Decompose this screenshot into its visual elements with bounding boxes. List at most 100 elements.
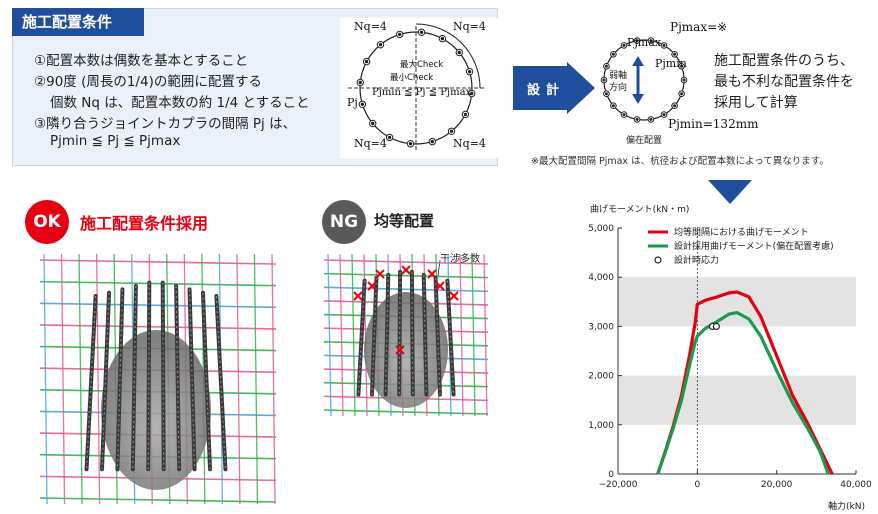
main-bar [43, 253, 48, 505]
interference-mark [375, 269, 385, 279]
coupler-mark-center [680, 92, 684, 96]
anchor-bar-thread [116, 289, 124, 470]
coupler-mark-center [440, 36, 445, 41]
hoop-bar [323, 409, 489, 415]
coupler-mark-center [673, 104, 677, 108]
pjmax-label: Pjmax [627, 36, 662, 49]
description-line-3: 採用して計算 [714, 95, 798, 111]
anchor-bar-thread [85, 296, 97, 470]
coupler-mark-center [467, 70, 472, 74]
ng-title: 均等配置 [374, 212, 435, 230]
anchor-bar-thread [175, 285, 180, 470]
design-arrow-label: 設計 [526, 83, 565, 98]
anchor-bar [200, 290, 213, 472]
anchor-bar-thread [188, 289, 196, 470]
anchor-bar [370, 275, 379, 397]
max-check-label: 最大Check [400, 60, 444, 70]
y-tick-label: 3,000 [588, 322, 614, 332]
footnote: ※最大配置間隔 Pjmax は、杭径および配置本数によって異なります。 [531, 156, 829, 167]
hoop-bar [39, 324, 277, 330]
legend-label: 均等間隔における曲げモーメント [674, 226, 809, 238]
coupler-mark-center [635, 39, 639, 43]
coupler-mark-center [398, 32, 402, 37]
anchor-bar [160, 280, 166, 472]
coupler-mark-center [387, 135, 392, 140]
chart-y-axis-label: 曲げモーメント(kN・m) [590, 205, 690, 215]
anchor-bar [421, 272, 429, 397]
coupler-mark-center [662, 43, 666, 47]
coupler-mark-center [408, 142, 413, 146]
interference-mark [353, 291, 363, 301]
anchor-bar-thread [132, 285, 137, 470]
anchor-bar [146, 280, 152, 472]
coupler-layout-diagram [340, 18, 500, 158]
condition-item-2-detail: 個数 Nq は、配置本数の約 1/4 とすること [50, 95, 310, 111]
ng-rebar-cage-image [323, 253, 489, 417]
weak-axis-label-1: 弱軸 [609, 71, 628, 81]
main-bar [327, 253, 332, 417]
anchor-bar [433, 275, 442, 397]
main-bar [471, 253, 476, 417]
coupler-mark-center [430, 139, 435, 144]
y-tick-label: 5,000 [588, 224, 614, 234]
coupler-mark-center [604, 64, 608, 68]
coupler-mark-center [470, 91, 474, 96]
x-tick-label: 40,000 [840, 480, 872, 490]
main-bar [253, 253, 259, 505]
interference-mark [401, 265, 411, 275]
coupler-mark-center [611, 52, 615, 56]
condition-item-1: ①配置本数は偶数を基本とすること [34, 53, 249, 69]
pj-inequality: Pjmin ≦ Pj ≦ Pjmax [372, 87, 472, 98]
series-line-design [656, 311, 830, 475]
hoop-bar [323, 259, 489, 265]
description-line-1: 施工配置条件のうち、 [714, 53, 854, 69]
main-bar [78, 253, 83, 505]
pjmin-value: Pjmin=132mm [668, 117, 759, 131]
interference-mark [367, 281, 377, 291]
main-bar [351, 253, 356, 417]
eccentric-layout-diagram [600, 37, 688, 123]
anchor-bar [99, 290, 112, 472]
coupler-mark-center [649, 117, 653, 121]
coupler-mark-center [457, 50, 462, 55]
pj-label: Pj [347, 96, 358, 109]
hoop-bar [323, 272, 489, 279]
eccentric-layout-label: 偏在配置 [626, 136, 663, 146]
nq-bottom-right: Nq=4 [453, 137, 486, 150]
coupler-mark-center [364, 59, 369, 64]
coupler-mark-center [682, 78, 686, 82]
ng-badge: NG [322, 200, 366, 244]
main-bar [60, 253, 66, 505]
coupler-mark-center [635, 117, 639, 121]
condition-item-2: ②90度 (周長の1/4)の範囲に配置する [34, 74, 262, 90]
ok-badge: OK [25, 200, 69, 244]
grid-band [618, 277, 856, 327]
condition-item-3: ③隣り合うジョイントカプラの間隔 Pj は、 [34, 116, 297, 132]
coupler-mark-center [622, 113, 626, 117]
x-tick-label: 0 [694, 480, 700, 490]
interference-mark [395, 345, 405, 355]
conditions-title: 施工配置条件 [12, 8, 144, 36]
y-tick-label: 1,000 [588, 421, 614, 431]
coupler-mark-center [673, 52, 677, 56]
coupler-mark-center [649, 39, 653, 43]
design-stress-point [712, 322, 720, 331]
coupler-mark-center [604, 92, 608, 96]
coupler-mark-center [360, 102, 365, 107]
anchor-bar-thread [215, 296, 227, 470]
interference-mark [435, 281, 445, 291]
anchor-bar-thread [411, 271, 414, 395]
coupler-mark-center [602, 78, 606, 82]
nq-top-left: Nq=4 [354, 20, 387, 33]
main-bar [459, 253, 464, 417]
legend-label: 設計採用曲げモーメント(偏在配置考慮) [674, 240, 834, 252]
hoop-bar [39, 280, 277, 287]
hoop-bar [323, 286, 489, 293]
legend-label: 設計時応力 [674, 254, 719, 266]
nq-bottom-left: Nq=4 [354, 137, 387, 150]
main-bar [95, 253, 101, 505]
coupler-mark-center [358, 80, 362, 85]
main-bar [339, 253, 344, 417]
down-arrow [708, 180, 752, 204]
coupler-mark-center [662, 113, 666, 117]
